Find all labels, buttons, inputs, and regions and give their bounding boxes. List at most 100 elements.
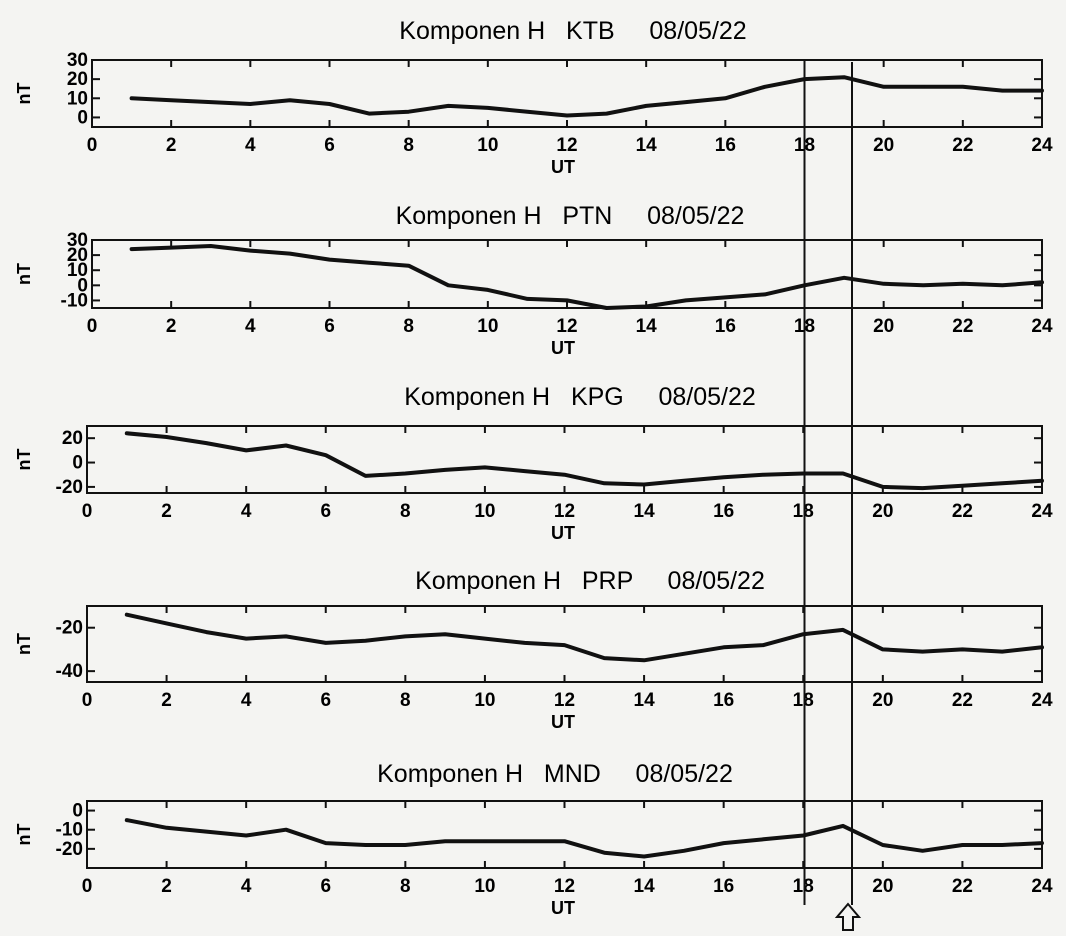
data-point — [443, 632, 447, 636]
x-tick-label: 2 — [161, 690, 172, 711]
x-tick-label: 14 — [634, 501, 656, 522]
data-point — [248, 102, 252, 106]
data-point — [324, 641, 328, 645]
data-point — [565, 298, 569, 302]
data-point — [130, 247, 134, 251]
x-tick-label: 14 — [636, 316, 658, 337]
data-point — [1000, 481, 1004, 485]
plot-frame — [86, 425, 1043, 494]
x-tick-label: 22 — [952, 501, 973, 522]
y-tick-label: 10 — [67, 88, 88, 109]
x-tick-label: 18 — [793, 501, 814, 522]
x-tick-label: 16 — [715, 316, 736, 337]
x-tick-label: 6 — [320, 876, 331, 897]
data-point — [563, 643, 566, 647]
data-point — [881, 647, 885, 651]
data-point — [486, 288, 490, 292]
data-point — [1000, 283, 1004, 287]
data-point — [684, 298, 688, 302]
y-axis-label: nT — [14, 449, 34, 471]
data-point — [602, 481, 606, 485]
data-point — [921, 486, 925, 490]
data-point — [563, 839, 566, 843]
x-tick-label: 12 — [556, 135, 577, 156]
x-tick-label: 16 — [715, 135, 736, 156]
x-tick-label: 20 — [872, 501, 893, 522]
x-tick-label: 12 — [556, 316, 577, 337]
data-point — [722, 841, 726, 845]
x-tick-label: 10 — [477, 135, 498, 156]
data-point — [761, 473, 765, 477]
x-tick-label: 16 — [713, 876, 734, 897]
x-tick-label: 22 — [952, 135, 973, 156]
x-tick-label: 16 — [713, 501, 734, 522]
data-point — [523, 641, 527, 645]
data-point — [169, 246, 173, 250]
x-tick-label: 6 — [320, 501, 331, 522]
event-markers — [803, 62, 862, 931]
y-tick-label: 30 — [67, 230, 88, 251]
x-tick-label: 10 — [477, 316, 498, 337]
chart-title: Komponen H PTN 08/05/22 — [396, 202, 745, 230]
data-point — [443, 468, 447, 472]
data-point — [523, 469, 527, 473]
data-point — [921, 283, 925, 287]
data-point — [367, 112, 371, 116]
x-tick-label: 12 — [554, 690, 575, 711]
x-tick-label: 8 — [403, 135, 414, 156]
data-point — [723, 96, 727, 100]
x-tick-label: 0 — [82, 501, 93, 522]
data-point — [1040, 280, 1044, 284]
y-tick-label: 10 — [67, 260, 88, 281]
data-point — [209, 100, 213, 104]
series-line — [124, 818, 1044, 859]
x-tick-label: 12 — [554, 501, 575, 522]
data-point — [841, 472, 845, 476]
data-point — [284, 634, 288, 638]
data-point — [443, 839, 447, 843]
data-point — [960, 484, 964, 488]
x-tick-label: 14 — [634, 690, 656, 711]
data-point — [367, 261, 371, 265]
x-tick-label: 8 — [400, 876, 411, 897]
chart-title: Komponen H PRP 08/05/22 — [415, 567, 765, 595]
data-point — [364, 639, 368, 643]
y-tick-label: 0 — [72, 453, 83, 474]
y-tick-label: -20 — [56, 477, 83, 498]
x-tick-label: 6 — [320, 690, 331, 711]
data-point — [1000, 89, 1004, 93]
y-axis-label: nT — [14, 824, 34, 846]
data-point — [525, 110, 529, 114]
x-tick-label: 4 — [241, 501, 252, 522]
data-point — [605, 112, 609, 116]
data-point — [642, 482, 646, 486]
data-point — [882, 282, 886, 286]
chart-title: Komponen H KTB 08/05/22 — [399, 17, 746, 45]
y-tick-label: -40 — [56, 661, 83, 682]
data-point — [961, 282, 965, 286]
data-point — [682, 849, 686, 853]
series-line — [129, 75, 1044, 118]
series-line — [129, 244, 1044, 310]
data-point — [1000, 650, 1004, 654]
data-point — [682, 652, 686, 656]
y-axis-label: nT — [14, 83, 34, 105]
x-axis-label: UT — [551, 898, 575, 918]
data-point — [324, 841, 328, 845]
data-point — [642, 658, 646, 662]
x-tick-label: 24 — [1031, 501, 1053, 522]
x-tick-label: 4 — [241, 690, 252, 711]
data-point — [565, 114, 569, 118]
chart-panel-4: Komponen H PRP 08/05/220 2 4 6 8 10 12 14 16 18 20… — [14, 567, 1053, 732]
chart-title: Komponen H MND 08/05/22 — [377, 760, 733, 788]
y-tick-label: 0 — [77, 107, 88, 128]
data-point — [284, 828, 288, 832]
data-point — [644, 304, 648, 308]
x-axis-label: UT — [551, 712, 575, 732]
data-point — [722, 645, 726, 649]
x-tick-label: 24 — [1031, 316, 1053, 337]
data-point — [125, 431, 129, 435]
x-tick-label: 6 — [324, 135, 335, 156]
data-point — [446, 104, 450, 108]
y-axis-label: nT — [14, 633, 34, 655]
